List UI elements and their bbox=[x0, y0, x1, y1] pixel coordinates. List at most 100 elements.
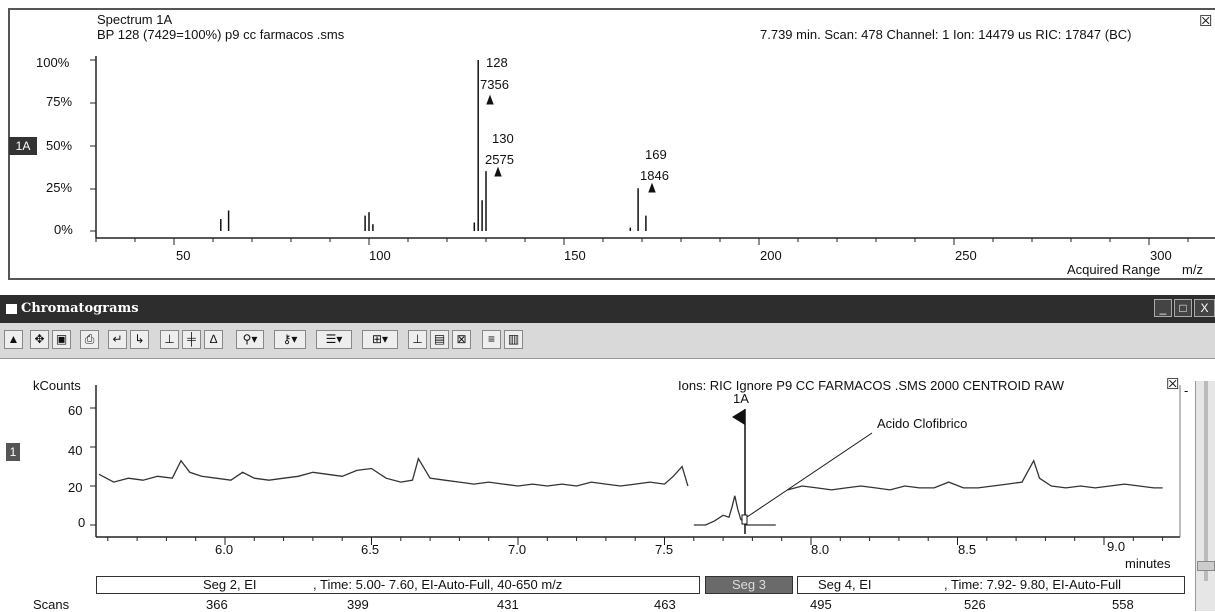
peak-arrow bbox=[648, 182, 656, 193]
chrom-y-tick: 20 bbox=[68, 480, 83, 495]
scan-tick: 399 bbox=[347, 597, 369, 612]
zoom-box-icon[interactable]: ▣ bbox=[52, 330, 71, 349]
spectrum-subtitle: BP 128 (7429=100%) p9 cc farmacos .sms bbox=[97, 27, 345, 42]
toolbar: ▲ ✥ ▣ ⎙ ↵ ↳ ⊥ ╪ ∆ ⚲▾ ⚷▾ ☰▾ ⊞▾ ⊥ ▤ ⊠ ≡ ▥ bbox=[0, 323, 1215, 359]
spectrum-y-tick: 100% bbox=[36, 55, 70, 70]
peak-label-mz: 128 bbox=[486, 55, 508, 70]
spectrum-x-tickmarks bbox=[95, 238, 1189, 245]
marker-label: 1A bbox=[733, 391, 749, 406]
peak-box bbox=[741, 514, 748, 525]
scrollbar-thumb[interactable] bbox=[1197, 561, 1215, 571]
minimize-button[interactable]: _ bbox=[1154, 299, 1172, 317]
segment-name: Seg 2, EI bbox=[203, 577, 257, 592]
chrom-y-tick: 40 bbox=[68, 443, 83, 458]
scrollbar-track bbox=[1204, 381, 1208, 581]
bars-icon[interactable]: ▥ bbox=[504, 330, 523, 349]
chrom-close-icon[interactable]: ☒ bbox=[1166, 376, 1180, 393]
chrom-trace-line bbox=[98, 457, 689, 487]
redo-zoom-icon[interactable]: ↳ bbox=[130, 330, 149, 349]
ion-select-icon[interactable]: ⚷▾ bbox=[274, 330, 306, 349]
segment-3[interactable]: Seg 3 bbox=[705, 576, 793, 594]
peak-label-intensity: 2575 bbox=[485, 152, 514, 167]
cursor-icon[interactable]: ▲ bbox=[4, 330, 23, 349]
peak-label-mz: 169 bbox=[645, 147, 667, 162]
chrom-trace-line bbox=[787, 459, 1163, 491]
peak-label-intensity: 1846 bbox=[640, 168, 669, 183]
list-icon[interactable]: ≡ bbox=[482, 330, 501, 349]
spectrum-y-tick: 75% bbox=[46, 94, 73, 109]
chromatogram-plot bbox=[90, 385, 1181, 545]
print-icon[interactable]: ⎙ bbox=[80, 330, 99, 349]
scan-tick: 463 bbox=[654, 597, 676, 612]
baseline-icon[interactable]: ⊥ bbox=[408, 330, 427, 349]
spectrum-info: 7.739 min. Scan: 478 Channel: 1 Ion: 144… bbox=[760, 27, 1132, 42]
maximize-button[interactable]: □ bbox=[1174, 299, 1192, 317]
segment-2[interactable]: Seg 2, EI , Time: 5.00- 7.60, EI-Auto-Fu… bbox=[96, 576, 700, 594]
annotation-leader bbox=[746, 432, 873, 518]
scan-tick: 431 bbox=[497, 597, 519, 612]
vertical-scrollbar[interactable] bbox=[1195, 381, 1215, 611]
peak-baseline-icon[interactable]: ∆ bbox=[204, 330, 223, 349]
chrom-x-tick: 6.0 bbox=[215, 542, 234, 557]
spectrum-y-tick: 0% bbox=[54, 222, 73, 237]
layout-icon[interactable]: ☰▾ bbox=[316, 330, 352, 349]
segment-info: , Time: 7.92- 9.80, EI-Auto-Full bbox=[944, 577, 1122, 592]
spectrum-panel: Spectrum 1A BP 128 (7429=100%) p9 cc far… bbox=[0, 0, 1215, 283]
peak-arrows bbox=[486, 94, 656, 193]
chrom-x-tick: 7.5 bbox=[655, 542, 674, 557]
stack-icon[interactable]: ▤ bbox=[430, 330, 449, 349]
chrom-x-tick: 8.0 bbox=[811, 542, 830, 557]
close-button[interactable]: X bbox=[1194, 299, 1215, 317]
chrom-trace-line bbox=[693, 495, 776, 526]
chrom-x-tick: 6.5 bbox=[361, 542, 380, 557]
peak-arrow bbox=[494, 166, 502, 177]
spectrum-badge[interactable]: 1A bbox=[9, 137, 37, 155]
spectrum-x-tick: 200 bbox=[760, 248, 782, 263]
peak-label-mz: 130 bbox=[492, 131, 514, 146]
spectrum-peaks bbox=[220, 60, 647, 231]
undo-zoom-icon[interactable]: ↵ bbox=[108, 330, 127, 349]
segment-info: , Time: 5.00- 7.60, EI-Auto-Full, 40-650… bbox=[313, 577, 563, 592]
spectrum-title: Spectrum 1A bbox=[97, 12, 173, 27]
chromatograms-window-title: Chromatograms bbox=[21, 301, 139, 316]
delete-icon[interactable]: ⊠ bbox=[452, 330, 471, 349]
marker-flag-icon bbox=[732, 409, 745, 425]
dropper-icon[interactable]: ⚲▾ bbox=[236, 330, 264, 349]
chrom-x-unit: minutes bbox=[1125, 556, 1171, 571]
spectrum-x-label: Acquired Range bbox=[1067, 262, 1161, 277]
scroll-minus[interactable]: - bbox=[1184, 383, 1189, 398]
move-icon[interactable]: ✥ bbox=[30, 330, 49, 349]
peak-split-icon[interactable]: ╪ bbox=[182, 330, 201, 349]
peak-label-intensity: 7356 bbox=[480, 77, 509, 92]
spectrum-x-unit: m/z bbox=[1182, 262, 1203, 277]
peak-icon[interactable]: ⊥ bbox=[160, 330, 179, 349]
peak-arrow bbox=[486, 94, 494, 105]
segment-name: Seg 3 bbox=[732, 577, 766, 592]
spectrum-y-tick: 50% bbox=[46, 138, 73, 153]
chrom-x-tick: 8.5 bbox=[958, 542, 977, 557]
scans-label: Scans bbox=[33, 597, 70, 612]
chrom-y-tick: 0 bbox=[78, 515, 86, 530]
segment-4[interactable]: Seg 4, EI , Time: 7.92- 9.80, EI-Auto-Fu… bbox=[797, 576, 1185, 594]
chrom-y-tick: 60 bbox=[68, 403, 83, 418]
chrom-x-tick: 9.0 bbox=[1107, 539, 1126, 554]
chrom-badge[interactable]: 1 bbox=[6, 443, 20, 461]
chrom-x-tick: 7.0 bbox=[508, 542, 527, 557]
scan-tick: 495 bbox=[810, 597, 832, 612]
chromatogram-panel: kCounts 60 40 20 0 1 Ions: RIC Ignore P9… bbox=[0, 359, 1215, 612]
scan-tick: 366 bbox=[206, 597, 228, 612]
spectrum-x-tick: 250 bbox=[955, 248, 977, 263]
chrom-x-tickmarks bbox=[107, 537, 1164, 545]
spectrum-x-tick: 300 bbox=[1150, 248, 1172, 263]
chrom-y-axis-label: kCounts bbox=[33, 378, 81, 393]
scan-tick: 526 bbox=[964, 597, 986, 612]
spectrum-x-tick: 50 bbox=[176, 248, 191, 263]
grid-icon[interactable]: ⊞▾ bbox=[362, 330, 398, 349]
chrom-y-tickmarks bbox=[90, 407, 96, 526]
chromatograms-titlebar[interactable]: Chromatograms _ □ X bbox=[0, 295, 1215, 323]
chrom-traces bbox=[98, 457, 1163, 526]
scan-tick: 558 bbox=[1112, 597, 1134, 612]
spectrum-y-tick: 25% bbox=[46, 180, 73, 195]
spectrum-close-icon[interactable]: ☒ bbox=[1199, 13, 1213, 30]
ions-info: Ions: RIC Ignore P9 CC FARMACOS .SMS 200… bbox=[678, 378, 1065, 393]
